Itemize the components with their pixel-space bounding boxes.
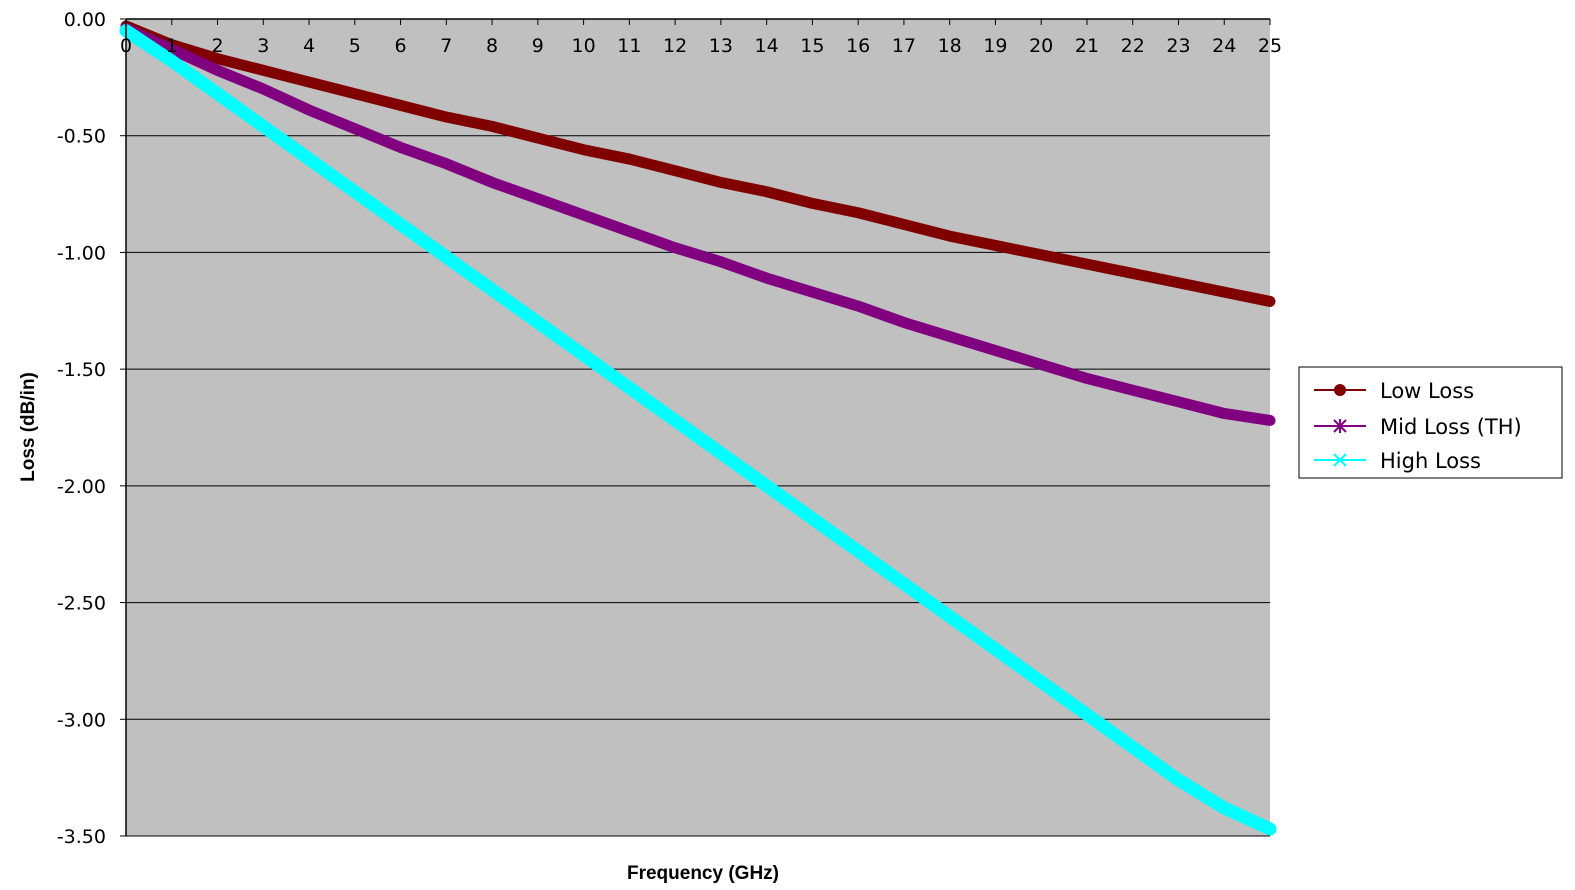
- legend-item: High Loss: [1314, 449, 1481, 473]
- x-tick-label: 12: [663, 35, 687, 57]
- legend-item: Low Loss: [1314, 379, 1474, 403]
- legend-label: Low Loss: [1380, 379, 1474, 403]
- y-tick-labels: 0.00 -0.50 -1.00 -1.50 -2.00 -2.50 -3.00 -3.50: [57, 9, 126, 848]
- legend-item: Mid Loss (TH): [1314, 415, 1522, 439]
- x-tick-label: 25: [1258, 35, 1282, 57]
- y-tick-label: -3.00: [57, 709, 106, 731]
- x-tick-label: 20: [1029, 35, 1053, 57]
- x-tick-label: 8: [486, 35, 498, 57]
- x-tick-label: 24: [1212, 35, 1236, 57]
- x-tick-label: 1: [166, 35, 178, 57]
- x-tick-label: 19: [983, 35, 1007, 57]
- x-tick-label: 10: [572, 35, 596, 57]
- y-axis-title: Loss (dB/in): [18, 372, 39, 482]
- y-tick-label: -2.00: [57, 476, 106, 498]
- x-tick-label: 4: [303, 35, 315, 57]
- y-tick-label: -1.50: [57, 359, 106, 381]
- x-tick-labels: 0 1 2 3 4 5 6 7 8 9 10 11 12 13 14 15 16 17 18 19 20 21 22 23 24…: [120, 19, 1282, 57]
- x-tick-label: 22: [1121, 35, 1145, 57]
- legend-label: Mid Loss (TH): [1380, 415, 1522, 439]
- x-tick-label: 3: [257, 35, 269, 57]
- series-line-1: [120, 20, 1276, 307]
- series-lines: [119, 20, 1277, 836]
- y-tick-label: -3.50: [57, 826, 106, 848]
- legend-marker-x: [1333, 453, 1347, 467]
- legend-marker-asterisk: [1333, 419, 1347, 433]
- axes: [125, 18, 1270, 836]
- x-tick-label: 14: [755, 35, 779, 57]
- x-tick-label: 6: [395, 35, 407, 57]
- y-tick-label: 0.00: [64, 9, 106, 31]
- x-tick-label: 7: [440, 35, 452, 57]
- x-tick-label: 9: [532, 35, 544, 57]
- x-tick-label: 15: [800, 35, 824, 57]
- x-tick-label: 17: [892, 35, 916, 57]
- x-tick-label: 18: [938, 35, 962, 57]
- x-axis-title: Frequency (GHz): [627, 863, 779, 884]
- legend-label: High Loss: [1380, 449, 1481, 473]
- x-tick-label: 21: [1075, 35, 1099, 57]
- x-tick-label: 0: [120, 35, 132, 57]
- legend-marker-circle: [1334, 384, 1346, 396]
- legend: Low Loss Mid Loss (TH) High Loss: [1298, 366, 1563, 479]
- series-line-3: [119, 24, 1277, 836]
- y-tick-label: -1.00: [57, 242, 106, 264]
- x-tick-label: 5: [349, 35, 361, 57]
- y-tick-label: -2.50: [57, 593, 106, 615]
- y-tick-label: -0.50: [57, 126, 106, 148]
- series-line-2: [120, 22, 1276, 426]
- x-tick-label: 13: [709, 35, 733, 57]
- x-tick-label: 23: [1166, 35, 1190, 57]
- gridlines: [126, 135, 1270, 837]
- x-tick-label: 11: [617, 35, 641, 57]
- x-tick-label: 16: [846, 35, 870, 57]
- x-tick-label: 2: [211, 35, 223, 57]
- plot-area: [126, 19, 1270, 836]
